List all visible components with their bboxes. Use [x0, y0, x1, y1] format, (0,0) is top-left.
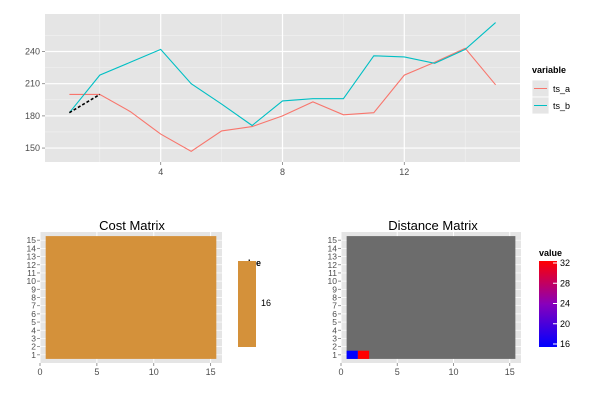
cost-matrix-title: Cost Matrix	[99, 218, 165, 233]
distance-y-tick-label: 14	[328, 243, 338, 253]
distance-y-tick-label: 4	[332, 325, 337, 335]
cost-y-tick-label: 12	[27, 260, 37, 270]
cost-y-tick-label: 1	[31, 350, 36, 360]
distance-y-tick-label: 13	[328, 252, 338, 262]
distance-y-tick-label: 3	[332, 333, 337, 343]
x-tick-label: 4	[158, 167, 163, 177]
distance-matrix-title: Distance Matrix	[388, 218, 478, 233]
distance-legend-label: 16	[560, 339, 570, 349]
y-tick-label: 240	[25, 47, 40, 57]
legend-label-ts-a: ts_a	[553, 84, 570, 94]
distance-y-tick-label: 5	[332, 317, 337, 327]
cost-y-tick-label: 13	[27, 252, 37, 262]
cost-y-tick-label: 11	[27, 268, 36, 278]
distance-x-tick-label: 5	[395, 367, 400, 377]
legend-label-ts-b: ts_b	[553, 101, 570, 111]
distance-legend-labels: 32 28 24 20 16	[553, 258, 570, 349]
timeseries-tick-labels: 4 8 12 150 180 210 240	[25, 47, 409, 177]
distance-matrix-legend: value 32 28 24 20 16	[539, 248, 570, 349]
distance-y-tick-label: 7	[332, 301, 337, 311]
cost-y-tick-label: 4	[31, 325, 36, 335]
distance-x-tick-label: 10	[448, 367, 458, 377]
distance-matrix-highlight-tiles	[346, 350, 370, 359]
cost-legend-colorbar	[238, 261, 256, 347]
cost-y-tick-label: 7	[31, 301, 36, 311]
timeseries-chart: 4 8 12 150 180 210 240 variable ts_a ts_b	[25, 14, 570, 177]
x-tick-label: 12	[399, 167, 409, 177]
distance-legend-colorbar	[539, 261, 557, 347]
cost-y-tick-label: 3	[31, 333, 36, 343]
cost-y-tick-label: 8	[31, 293, 36, 303]
distance-legend-label: 24	[560, 299, 570, 309]
distance-matrix-background-tiles	[346, 236, 516, 359]
cost-x-tick-label: 15	[206, 367, 216, 377]
y-tick-label: 180	[25, 111, 40, 121]
y-tick-label: 150	[25, 143, 40, 153]
cost-x-tick-label: 10	[149, 367, 159, 377]
timeseries-legend-title: variable	[532, 65, 566, 75]
distance-tile-2-1	[357, 350, 370, 359]
distance-y-tick-label: 8	[332, 293, 337, 303]
distance-legend-label: 20	[560, 319, 570, 329]
cost-y-tick-label: 6	[31, 309, 36, 319]
cost-y-tick-label: 5	[31, 317, 36, 327]
cost-y-tick-label: 10	[27, 276, 37, 286]
cost-y-tick-label: 2	[31, 342, 36, 352]
distance-y-tick-label: 10	[328, 276, 338, 286]
cost-y-tick-label: 15	[27, 235, 37, 245]
distance-y-tick-label: 6	[332, 309, 337, 319]
distance-y-tick-label: 12	[328, 260, 338, 270]
cost-matrix-legend: value 16	[238, 258, 271, 347]
timeseries-gridlines	[45, 14, 520, 162]
dashed-alignment-line	[68, 93, 101, 114]
distance-x-tick-label: 0	[338, 367, 343, 377]
distance-y-tick-label: 2	[332, 342, 337, 352]
distance-legend-label: 32	[560, 258, 570, 268]
cost-legend-label: 16	[261, 298, 271, 308]
cost-matrix-chart: Cost Matrix 0 5 10 15123456789101112131415 …	[27, 218, 271, 377]
distance-y-tick-label: 11	[328, 268, 337, 278]
y-tick-label: 210	[25, 79, 40, 89]
series-line-ts-b	[68, 22, 496, 127]
cost-x-tick-label: 0	[37, 367, 42, 377]
cost-y-tick-label: 14	[27, 243, 37, 253]
distance-x-tick-label: 15	[505, 367, 515, 377]
cost-matrix-tiles	[45, 236, 217, 359]
distance-y-tick-label: 1	[332, 350, 337, 360]
distance-matrix-chart: Distance Matrix 0 5 10 15123456789101112131…	[328, 218, 570, 377]
distance-tile-1-1	[346, 350, 358, 359]
cost-x-tick-label: 5	[94, 367, 99, 377]
cost-y-tick-label: 9	[31, 284, 36, 294]
timeseries-lines	[68, 22, 497, 152]
distance-legend-label: 28	[560, 278, 570, 288]
x-tick-label: 8	[280, 167, 285, 177]
timeseries-legend: variable ts_a ts_b	[531, 65, 570, 115]
distance-legend-title: value	[539, 248, 562, 258]
distance-y-tick-label: 15	[328, 235, 338, 245]
series-line-ts-a	[69, 47, 497, 152]
distance-y-tick-label: 9	[332, 284, 337, 294]
